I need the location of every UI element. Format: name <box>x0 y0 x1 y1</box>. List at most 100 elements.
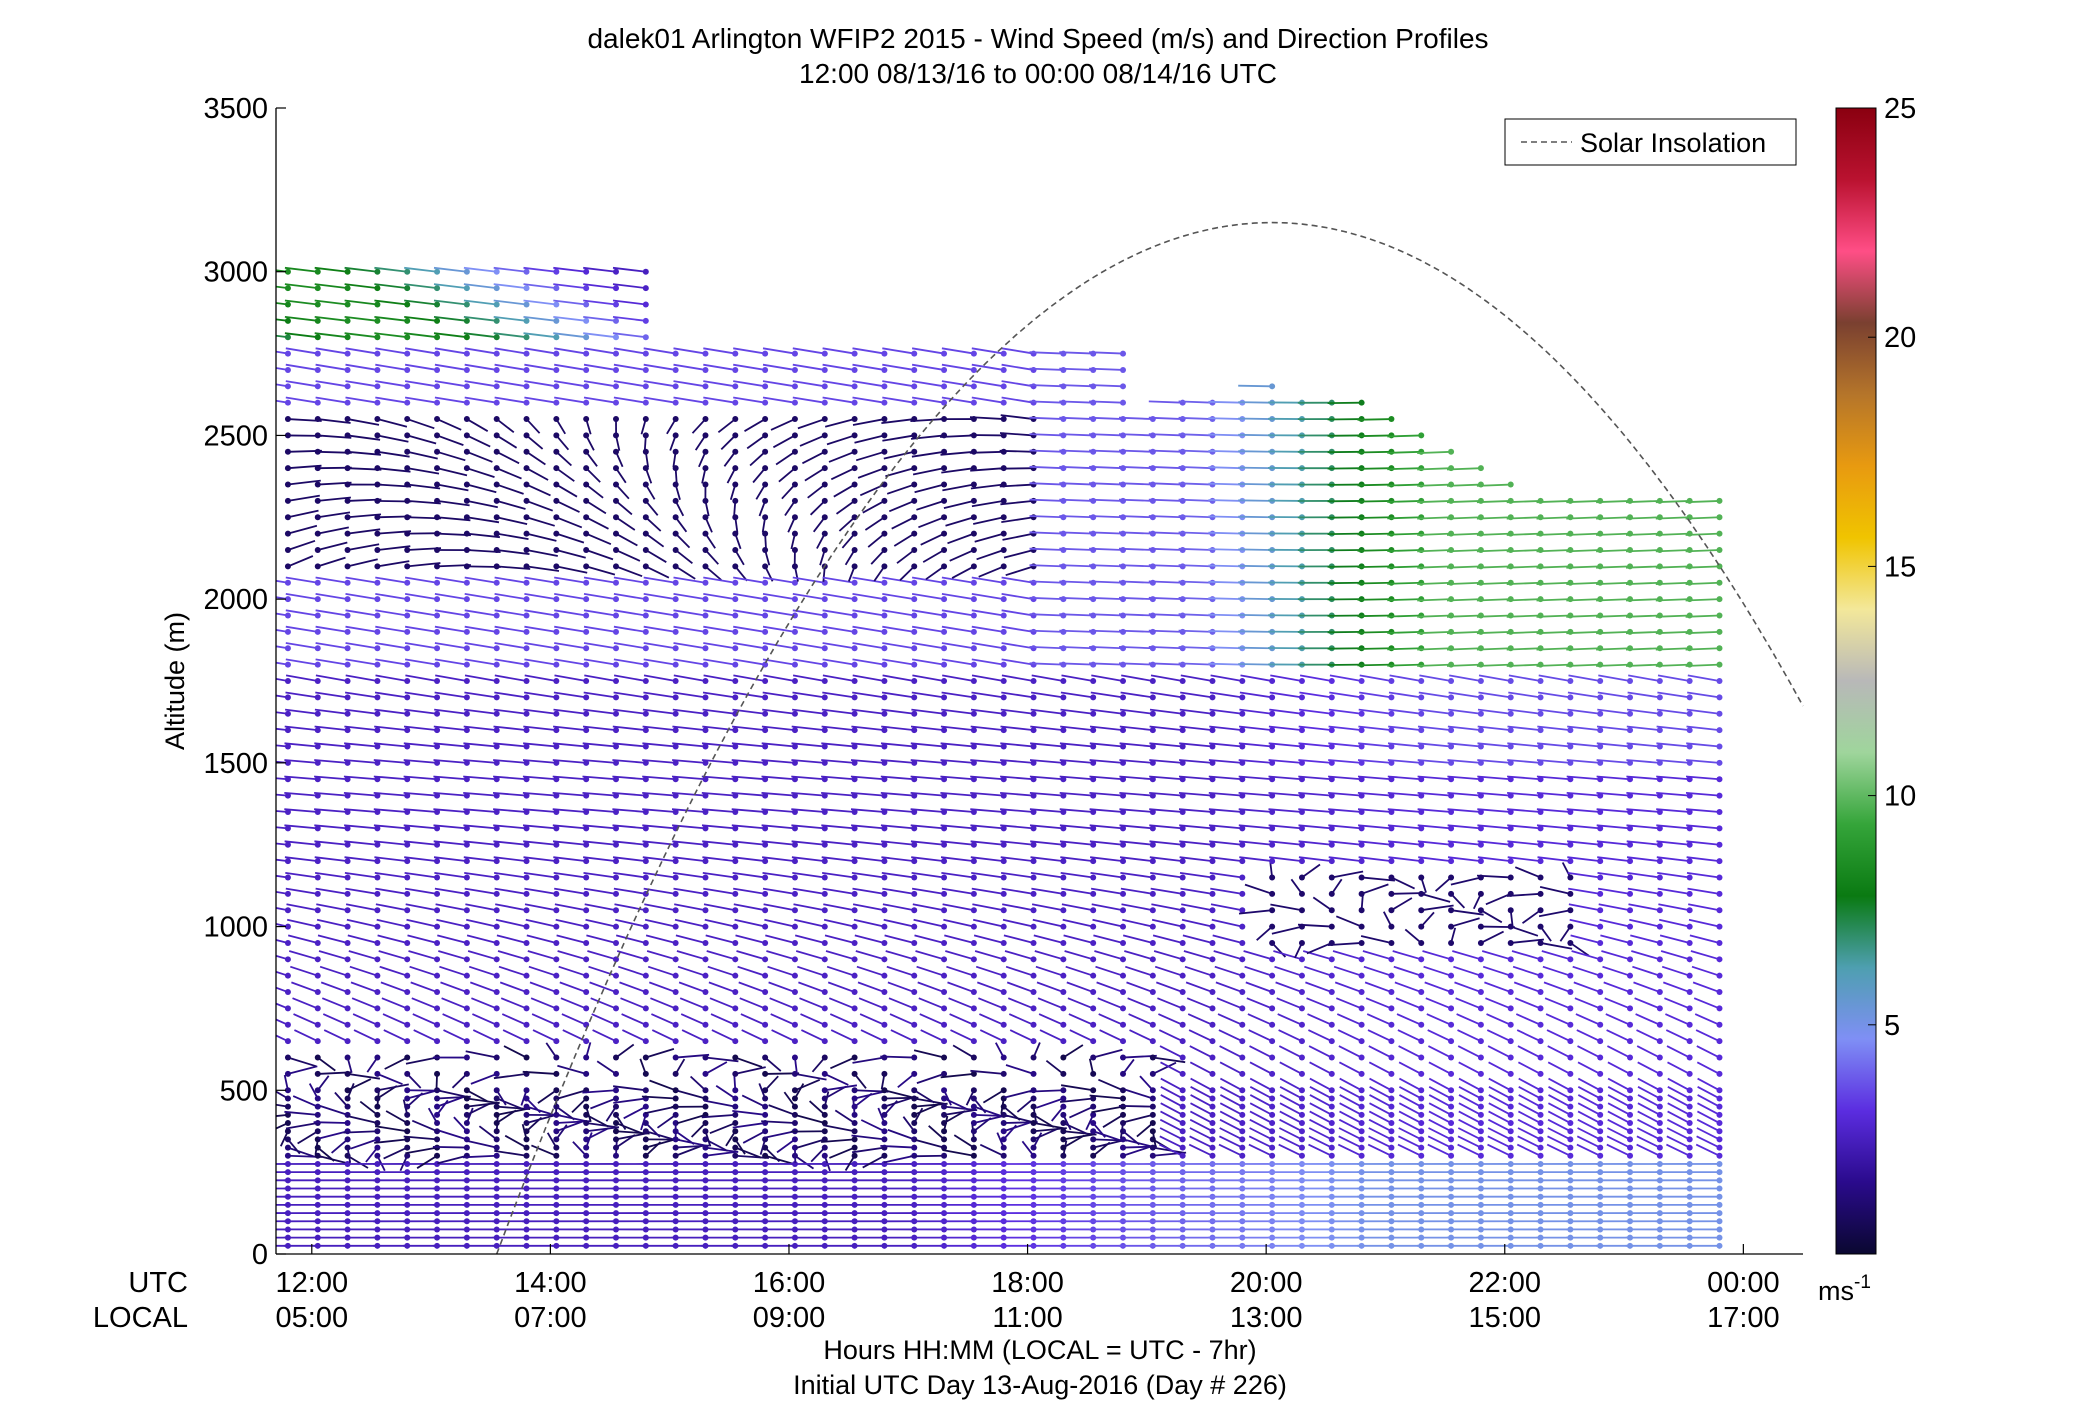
wind-barb-point <box>1269 727 1276 734</box>
wind-barb-point <box>1239 907 1246 914</box>
wind-barb-shaft <box>824 418 855 428</box>
wind-barb-shaft <box>762 642 796 650</box>
wind-barb-point <box>553 956 560 963</box>
wind-barb-point <box>762 596 769 603</box>
wind-barb-shaft <box>384 1056 408 1070</box>
wind-barb-point <box>1239 1152 1246 1159</box>
wind-barb-shaft <box>1119 725 1153 732</box>
wind-barb-shaft <box>556 934 587 944</box>
wind-barb-shaft <box>800 1013 826 1026</box>
wind-barb-point <box>1000 547 1007 554</box>
wind-barb-point <box>493 678 500 684</box>
wind-barb-shaft <box>852 625 885 633</box>
wind-barb-shaft <box>1209 691 1243 699</box>
wind-barb-point <box>1358 972 1365 979</box>
wind-barb-point <box>911 939 918 946</box>
wind-barb-shaft <box>882 576 915 584</box>
wind-barb-shaft <box>1216 997 1243 1010</box>
wind-barb-point <box>821 1120 828 1127</box>
wind-barb-point <box>881 989 888 996</box>
wind-barb-point <box>672 710 679 717</box>
wind-barb-point <box>851 1136 858 1143</box>
wind-barb-shaft <box>703 576 736 584</box>
wind-barb-point <box>941 628 948 635</box>
wind-barb-point <box>1120 1120 1127 1127</box>
wind-barb-shaft <box>703 625 736 633</box>
wind-barb-point <box>702 547 709 554</box>
wind-barb-shaft <box>315 380 348 388</box>
wind-barb-shaft <box>1089 775 1124 781</box>
wind-barb-point <box>404 825 411 832</box>
wind-barb-point <box>374 890 381 897</box>
wind-barb-point <box>493 1111 500 1118</box>
wind-barb-shaft <box>824 1085 847 1100</box>
wind-barb-point <box>1388 743 1395 750</box>
wind-barb-point <box>1388 1070 1395 1077</box>
wind-barb-point <box>612 1054 619 1061</box>
wind-barb-shaft <box>1209 856 1243 862</box>
wind-barb-point <box>583 612 590 619</box>
wind-barb-point <box>881 759 888 766</box>
wind-barb-shaft <box>314 283 348 289</box>
wind-barb-shaft <box>315 609 348 617</box>
wind-barb-point <box>911 645 918 652</box>
wind-barb-shaft <box>643 625 676 633</box>
wind-barb-point <box>732 579 739 586</box>
wind-barb-shaft <box>1208 499 1243 502</box>
wind-barb-point <box>1179 465 1186 472</box>
wind-barb-shaft <box>1178 629 1213 633</box>
wind-barb-shaft <box>911 380 945 388</box>
wind-barb-point <box>851 1021 858 1028</box>
wind-barb-point <box>642 1087 649 1094</box>
wind-barb-point <box>1269 1087 1276 1094</box>
wind-barb-shaft <box>1208 808 1243 813</box>
wind-barb-shaft <box>284 1110 318 1116</box>
wind-barb-shaft <box>464 347 497 355</box>
wind-barb-shaft <box>761 824 796 830</box>
wind-barb-shaft <box>523 332 557 339</box>
wind-barb-shaft <box>1249 1045 1273 1059</box>
wind-barb-shaft <box>1029 531 1064 535</box>
wind-barb-shaft <box>1249 1061 1273 1075</box>
wind-barb-shaft <box>795 950 826 961</box>
wind-barb-point <box>941 465 948 472</box>
wind-barb-point <box>1060 1111 1067 1118</box>
wind-barb-shaft <box>345 380 378 388</box>
wind-barb-shaft <box>1357 663 1392 667</box>
wind-barb-shaft <box>1190 1094 1213 1108</box>
wind-barbs <box>276 266 1723 1249</box>
wind-barb-shaft <box>852 691 885 699</box>
wind-barb-shaft <box>999 449 1034 453</box>
wind-barb-shaft <box>852 674 885 682</box>
wind-barb-point <box>642 1128 649 1135</box>
wind-barb-shaft <box>1357 808 1392 813</box>
wind-barb-point <box>672 678 679 684</box>
wind-barb-shaft <box>1219 1086 1243 1100</box>
wind-barb-shaft <box>1208 482 1243 486</box>
wind-barb-shaft <box>644 1105 676 1115</box>
wind-barb-shaft <box>1061 887 1094 895</box>
wind-barb-point <box>1239 874 1246 881</box>
wind-barb-shaft <box>345 903 378 912</box>
wind-barb-point <box>821 432 828 439</box>
wind-barb-shaft <box>1148 498 1183 502</box>
wind-barb-point <box>821 465 828 472</box>
wind-barb-shaft <box>1308 1127 1333 1141</box>
wind-barb-shaft <box>276 986 289 993</box>
wind-barb-shaft <box>851 856 885 862</box>
wind-barb-shaft <box>882 674 915 682</box>
wind-barb-shaft <box>343 775 378 781</box>
wind-barb-point <box>463 301 470 308</box>
wind-barb-shaft <box>1178 400 1213 404</box>
wind-barb-point <box>702 465 709 472</box>
wind-barb-point <box>642 334 649 341</box>
wind-barb-point <box>284 1095 291 1102</box>
wind-barb-shaft <box>276 661 289 666</box>
wind-barb-point <box>404 1152 411 1159</box>
wind-barb-shaft <box>434 576 468 584</box>
wind-barb-point <box>523 366 530 373</box>
wind-barb-point <box>1000 972 1007 979</box>
wind-barb-point <box>1388 923 1395 930</box>
wind-barb-point <box>1328 972 1335 979</box>
